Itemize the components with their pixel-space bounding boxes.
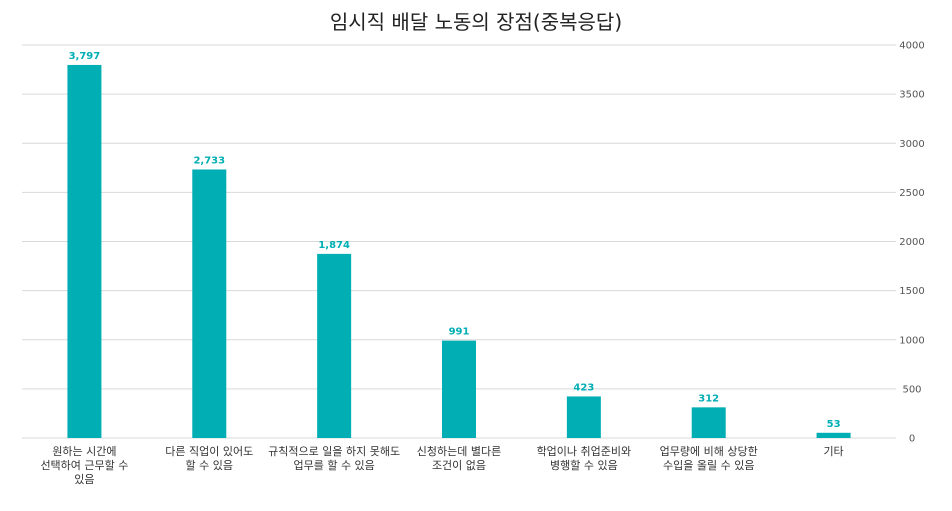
category-label-line: 선택하여 근무할 수 bbox=[40, 458, 128, 472]
bars bbox=[67, 64, 851, 438]
y-axis: 0 500 1000 1500 2000 2500 3000 3500 4000 bbox=[899, 41, 924, 445]
category-label-line: 업무를 할 수 있음 bbox=[293, 459, 374, 472]
y-tick-label: 2000 bbox=[899, 237, 924, 248]
category-label-line: 규칙적으로 일을 하지 못해도 bbox=[268, 444, 400, 458]
y-tick-label: 1000 bbox=[899, 335, 924, 346]
y-tick-label: 1500 bbox=[899, 286, 924, 297]
data-label: 991 bbox=[449, 327, 470, 338]
category-label: 원하는 시간에 선택하여 근무할 수 있음 bbox=[40, 444, 128, 486]
category-label-line: 기타 bbox=[823, 445, 843, 458]
category-label: 신청하는데 별다른 조건이 없음 bbox=[417, 444, 501, 472]
chart-title: 임시직 배달 노동의 장점(중복응답) bbox=[329, 10, 623, 34]
category-label-line: 수입을 올릴 수 있음 bbox=[663, 459, 754, 472]
category-label: 학업이나 취업준비와 병행할 수 있음 bbox=[537, 445, 632, 472]
data-label: 1,874 bbox=[318, 240, 350, 251]
category-label: 기타 bbox=[823, 445, 843, 458]
bar bbox=[442, 340, 476, 438]
category-label-line: 조건이 없음 bbox=[432, 459, 486, 472]
category-label-line: 다른 직업이 있어도 bbox=[165, 445, 253, 458]
category-label: 다른 직업이 있어도 할 수 있음 bbox=[165, 445, 253, 472]
data-label: 53 bbox=[827, 419, 841, 430]
y-tick-label: 3500 bbox=[899, 90, 924, 101]
category-label-line: 병행할 수 있음 bbox=[550, 459, 618, 472]
category-label: 업무량에 비해 상당한 수입을 올릴 수 있음 bbox=[660, 444, 758, 472]
y-tick-label: 2500 bbox=[899, 188, 924, 199]
y-tick-label: 4000 bbox=[899, 41, 924, 52]
category-label-line: 할 수 있음 bbox=[186, 459, 233, 472]
category-labels: 원하는 시간에 선택하여 근무할 수 있음 다른 직업이 있어도 할 수 있음 규칙적으로… bbox=[40, 444, 843, 486]
category-label-line: 학업이나 취업준비와 bbox=[537, 445, 632, 458]
y-tick-label: 3000 bbox=[899, 139, 924, 150]
y-tick-label: 0 bbox=[909, 434, 915, 445]
bar bbox=[566, 396, 601, 438]
data-label: 3,797 bbox=[69, 51, 101, 62]
category-label-line: 원하는 시간에 bbox=[52, 444, 116, 458]
bar bbox=[317, 253, 352, 438]
bar bbox=[816, 432, 851, 438]
bar bbox=[192, 169, 227, 438]
category-label-line: 있음 bbox=[74, 473, 94, 486]
data-label: 423 bbox=[573, 382, 594, 393]
category-label: 규칙적으로 일을 하지 못해도 업무를 할 수 있음 bbox=[268, 444, 400, 472]
bar bbox=[67, 64, 102, 438]
category-label-line: 업무량에 비해 상당한 bbox=[660, 444, 758, 458]
data-label: 2,733 bbox=[193, 155, 225, 166]
category-label-line: 신청하는데 별다른 bbox=[417, 444, 501, 458]
bar bbox=[691, 407, 726, 438]
data-label: 312 bbox=[698, 393, 719, 404]
y-tick-label: 500 bbox=[902, 384, 921, 395]
data-labels: 3,797 2,733 1,874 991 423 312 53 bbox=[69, 51, 841, 430]
